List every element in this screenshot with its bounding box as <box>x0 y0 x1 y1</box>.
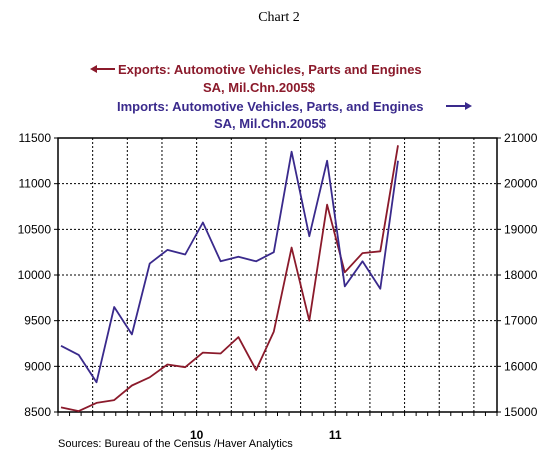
legend-exports-units: SA, Mil.Chn.2005$ <box>203 80 316 95</box>
source-note: Sources: Bureau of the Census /Haver Ana… <box>58 438 293 450</box>
legend-imports-label: Imports: Automotive Vehicles, Parts, and… <box>117 99 424 114</box>
chart-title: Chart 2 <box>258 10 300 25</box>
legend-exports-label: Exports: Automotive Vehicles, Parts and … <box>118 62 422 77</box>
legend-exports: Exports: Automotive Vehicles, Parts and … <box>90 62 422 95</box>
x-tick-label: 10 <box>190 428 204 442</box>
series-imports-line <box>60 150 399 384</box>
right-tick-label: 16000 <box>504 359 538 373</box>
legend-imports-arrowhead <box>465 102 472 110</box>
legend-exports-arrowhead <box>90 65 97 73</box>
right-tick-label: 19000 <box>504 222 538 236</box>
left-tick-label: 10000 <box>18 268 52 282</box>
x-tick-label: 11 <box>329 428 342 442</box>
left-tick-label: 11500 <box>19 131 52 145</box>
right-tick-label: 17000 <box>504 314 538 328</box>
legend-imports-units: SA, Mil.Chn.2005$ <box>214 116 327 131</box>
left-tick-label: 8500 <box>24 405 51 419</box>
legend-imports: Imports: Automotive Vehicles, Parts, and… <box>117 99 472 131</box>
left-tick-label: 9000 <box>24 359 51 373</box>
left-tick-label: 11000 <box>19 177 52 191</box>
right-tick-label: 15000 <box>504 405 538 419</box>
right-tick-label: 18000 <box>504 268 538 282</box>
right-tick-label: 21000 <box>504 131 538 145</box>
right-tick-label: 20000 <box>504 177 538 191</box>
left-tick-label: 10500 <box>18 222 52 236</box>
left-tick-label: 9500 <box>24 314 51 328</box>
series-exports-line <box>60 145 399 412</box>
plot-area: 8500 9000 9500 10000 10500 11000 11500 15000 160… <box>18 131 538 442</box>
